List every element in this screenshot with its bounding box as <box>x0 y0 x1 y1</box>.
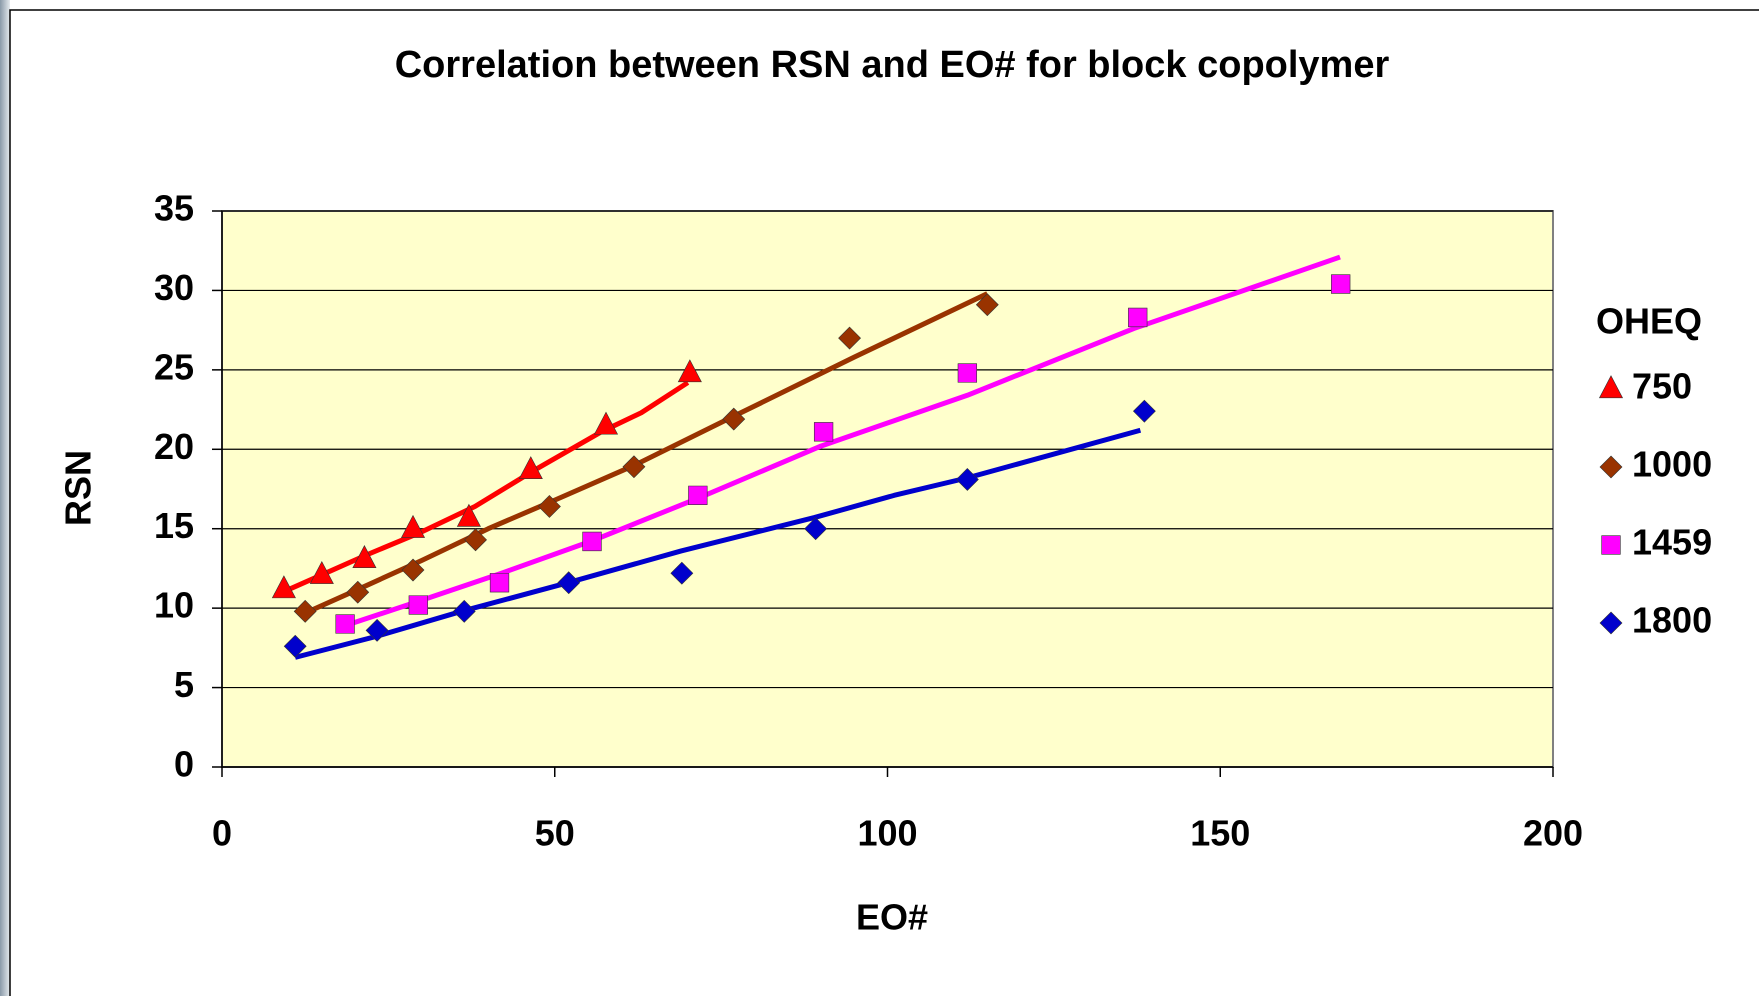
data-point <box>335 614 355 634</box>
legend-marker <box>1599 611 1623 635</box>
y-axis-label: RSN <box>58 450 99 526</box>
legend-label: 1800 <box>1632 600 1712 641</box>
data-point <box>957 363 978 383</box>
edge-shade <box>0 0 10 996</box>
legend-marker <box>1599 455 1623 479</box>
data-point <box>346 580 370 604</box>
data-point <box>688 485 708 506</box>
data-point <box>293 599 317 623</box>
legend-marker <box>1598 375 1624 399</box>
chart-title: Correlation between RSN and EO# for bloc… <box>395 44 1390 86</box>
legend-label: 1459 <box>1632 522 1712 563</box>
data-point <box>518 456 543 480</box>
legend-label: 750 <box>1632 366 1692 407</box>
legend-label: 1000 <box>1632 444 1712 485</box>
y-tick-label: 10 <box>154 585 194 626</box>
data-point <box>489 573 510 593</box>
data-point <box>955 468 979 491</box>
data-point <box>283 634 307 658</box>
data-point <box>456 503 481 527</box>
data-point <box>1331 274 1351 294</box>
data-point <box>464 528 487 552</box>
x-tick-label: 100 <box>857 813 917 854</box>
y-tick-label: 25 <box>154 346 194 387</box>
data-point <box>582 531 602 552</box>
trend-line <box>274 380 690 598</box>
x-axis-label: EO# <box>856 897 928 938</box>
x-tick-label: 0 <box>212 813 232 854</box>
y-tick-label: 15 <box>154 505 194 546</box>
trend-line <box>294 427 1142 660</box>
trend-line <box>300 291 989 617</box>
data-point <box>813 422 834 442</box>
data-point <box>722 407 746 431</box>
data-point <box>975 293 999 317</box>
data-point <box>670 561 694 585</box>
legend-marker <box>1601 535 1621 555</box>
data-point <box>1132 399 1156 423</box>
data-point <box>401 558 425 582</box>
data-point <box>309 560 334 584</box>
data-point <box>271 575 296 599</box>
y-tick-label: 30 <box>154 267 194 308</box>
x-tick-label: 200 <box>1523 813 1583 854</box>
data-point <box>677 359 702 383</box>
x-tick-label: 50 <box>535 813 575 854</box>
y-tick-label: 20 <box>154 426 194 467</box>
data-point <box>593 411 619 435</box>
y-tick-label: 0 <box>174 744 194 785</box>
x-tick-label: 150 <box>1190 813 1250 854</box>
data-point <box>838 326 861 350</box>
data-point <box>352 545 377 568</box>
data-point <box>408 595 428 615</box>
data-point <box>622 455 646 479</box>
y-tick-label: 5 <box>174 664 194 705</box>
data-point <box>400 514 426 538</box>
plot-area <box>221 210 1554 768</box>
data-point <box>557 571 581 595</box>
data-point <box>538 495 561 518</box>
y-tick-label: 35 <box>154 188 194 229</box>
legend-title: OHEQ <box>1596 301 1702 342</box>
data-point <box>452 599 476 623</box>
data-point <box>1128 307 1148 328</box>
data-point <box>804 517 828 541</box>
data-point <box>365 618 389 642</box>
